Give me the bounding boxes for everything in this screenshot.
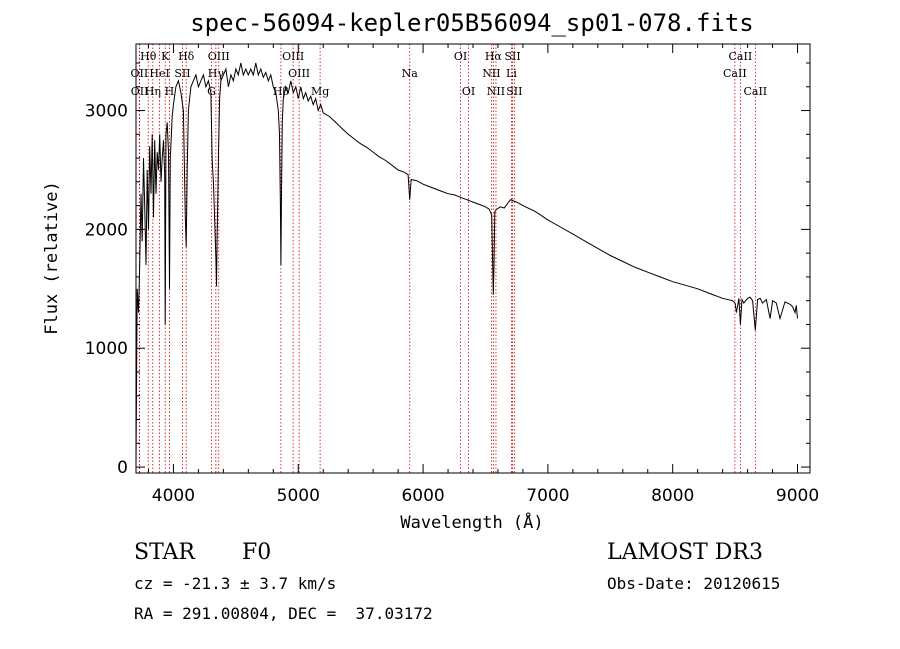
y-tick-label: 0 — [117, 458, 128, 478]
line-label: Hγ — [208, 67, 225, 80]
line-label: G — [207, 85, 216, 98]
line-label: SII — [504, 50, 520, 63]
object-subclass: F0 — [242, 540, 272, 565]
spectral-line-labels: Hθ OII OII K H HeI Hη SII Hδ OIII Hγ G OIII OIII Hβ Mg N… — [131, 50, 768, 98]
y-axis-label: Flux (relative) — [42, 181, 62, 335]
line-label: Na — [402, 67, 419, 80]
line-label: CaII — [723, 67, 747, 80]
line-label: OIII — [288, 67, 310, 80]
observation-date: Obs-Date: 20120615 — [607, 574, 781, 593]
x-axis-ticks: 4000 5000 6000 7000 8000 9000 — [147, 44, 819, 506]
x-tick-label: 7000 — [526, 486, 569, 506]
line-label: Mg — [311, 85, 329, 98]
line-label: OI — [454, 50, 467, 63]
line-label: OII — [131, 85, 149, 98]
line-label: H — [165, 85, 175, 98]
line-label: OIII — [208, 50, 230, 63]
line-label: NII — [482, 67, 500, 80]
line-label: CaII — [729, 50, 753, 63]
line-label: HeI — [149, 67, 169, 80]
line-label: Hδ — [178, 50, 195, 63]
line-label: Li — [506, 67, 517, 80]
y-tick-label: 2000 — [85, 220, 128, 240]
coordinates: RA = 291.00804, DEC = 37.03172 — [134, 604, 433, 623]
line-label: K — [161, 50, 170, 63]
line-label: OIII — [282, 50, 304, 63]
x-tick-label: 6000 — [401, 486, 444, 506]
x-tick-label: 5000 — [277, 486, 320, 506]
y-tick-label: 1000 — [85, 339, 128, 359]
line-label: OI — [462, 85, 475, 98]
spectral-line-markers — [138, 44, 756, 473]
y-tick-label: 3000 — [85, 102, 128, 122]
redshift-velocity: cz = -21.3 ± 3.7 km/s — [134, 574, 337, 593]
line-label: SII — [174, 67, 190, 80]
x-tick-label: 9000 — [776, 486, 819, 506]
x-axis-label: Wavelength (Å) — [400, 511, 543, 533]
line-label: CaII — [743, 85, 767, 98]
chart-title: spec-56094-kepler05B56094_sp01-078.fits — [190, 9, 754, 37]
y-axis-ticks: 0 1000 2000 3000 — [85, 62, 810, 478]
object-class: STAR — [134, 540, 195, 565]
line-label: Hθ — [140, 50, 157, 63]
plot-frame — [135, 43, 811, 474]
line-label: Hη — [145, 85, 161, 98]
line-label: NII — [487, 85, 505, 98]
x-tick-label: 4000 — [152, 486, 195, 506]
line-label: Hα — [485, 50, 503, 63]
line-label: Hβ — [273, 85, 289, 98]
x-tick-label: 8000 — [651, 486, 694, 506]
spectrum-line — [135, 62, 798, 468]
line-label: OII — [131, 67, 149, 80]
survey-name: LAMOST DR3 — [607, 540, 763, 565]
line-label: SII — [506, 85, 522, 98]
